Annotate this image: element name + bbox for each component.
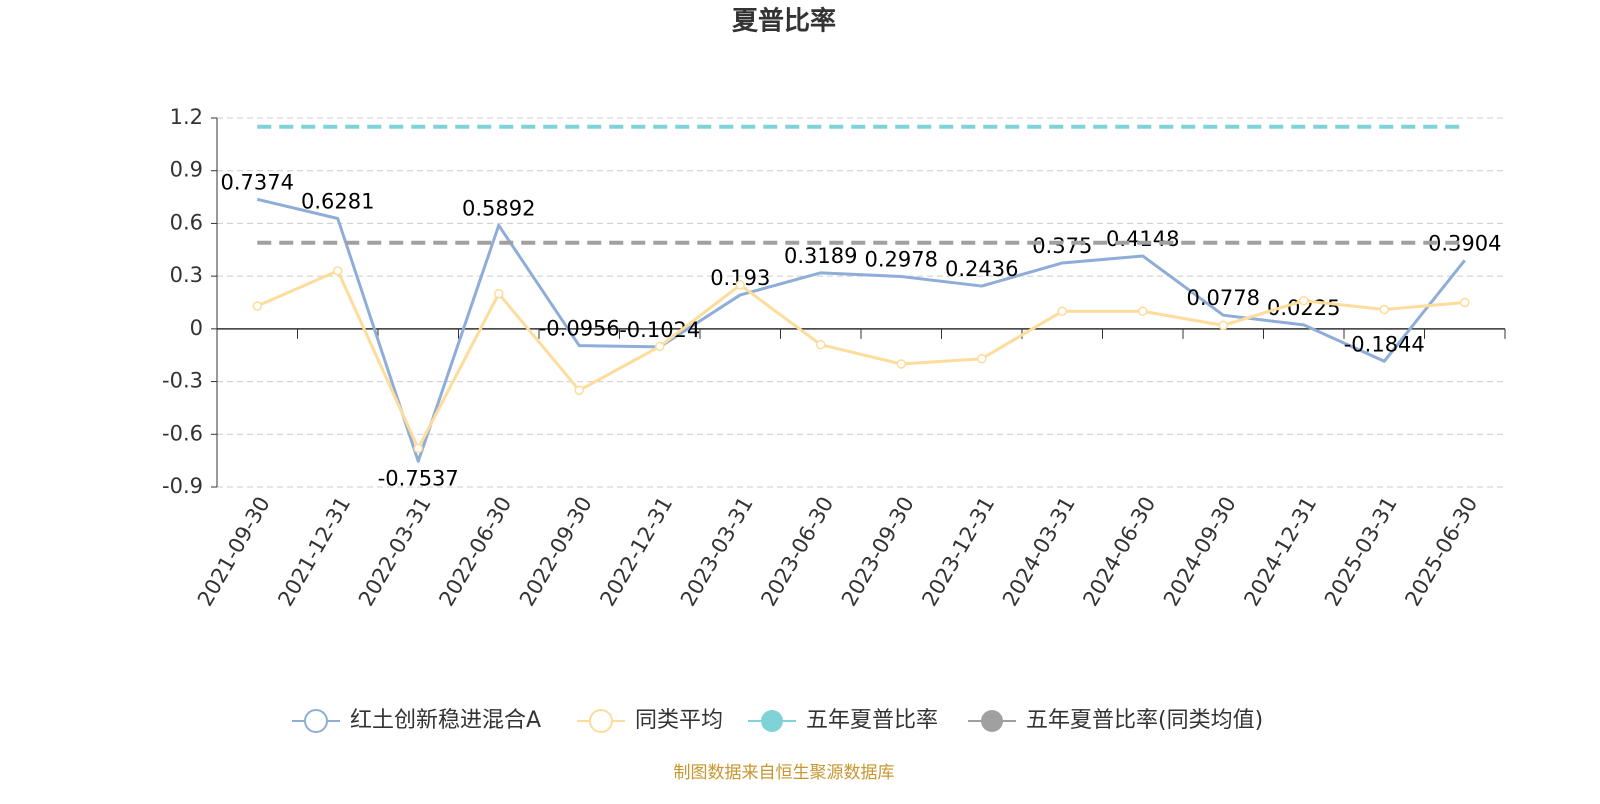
x-tick-label: 2025-03-31 [1320, 493, 1402, 611]
x-tick-label: 2021-12-31 [273, 493, 355, 611]
point [816, 339, 826, 350]
legend-label: 五年夏普比率(同类均值) [1026, 708, 1263, 733]
point [494, 288, 504, 299]
data-label: 0.375 [1032, 234, 1092, 258]
point [1379, 304, 1389, 315]
data-label: -0.7537 [378, 466, 459, 490]
x-tick-label: 2022-12-31 [595, 493, 677, 611]
data-label: 0.3904 [1428, 231, 1501, 255]
y-tick-label: 1.2 [170, 105, 203, 129]
data-label: 0.2436 [945, 257, 1018, 281]
point [1138, 306, 1148, 317]
y-tick-label: 0.3 [170, 263, 203, 287]
point [413, 443, 423, 454]
y-tick-label: 0.6 [170, 210, 203, 234]
series-line [256, 197, 1466, 463]
data-label: 0.0778 [1187, 286, 1260, 310]
x-tick-label: 2024-06-30 [1078, 493, 1160, 611]
data-label: 0.7374 [221, 170, 294, 194]
x-tick-label: 2025-06-30 [1400, 493, 1482, 611]
legend-symbol [304, 709, 328, 733]
x-tick-label: 2021-09-30 [193, 493, 275, 611]
legend-symbol [589, 709, 613, 733]
data-label: 0.3189 [784, 244, 857, 268]
data-label: 0.4148 [1106, 227, 1179, 251]
point [1299, 295, 1309, 306]
chart-title: 夏普比率 [732, 6, 836, 37]
legend-label: 红土创新稳进混合A [350, 708, 541, 733]
point [655, 341, 665, 352]
data-label: 0.2978 [865, 248, 938, 272]
x-tick-label: 2023-12-31 [917, 493, 999, 611]
data-label: 0.5892 [462, 196, 535, 220]
x-tick-label: 2024-12-31 [1239, 493, 1321, 611]
x-tick-label: 2022-03-31 [354, 493, 436, 611]
data-label: -0.0956 [539, 317, 620, 341]
x-tick-label: 2023-06-30 [756, 493, 838, 611]
series-line [256, 269, 1465, 450]
point [1218, 320, 1228, 331]
legend-label: 同类平均 [635, 708, 723, 733]
y-tick-label: 0.9 [170, 158, 203, 182]
point [1460, 297, 1470, 308]
point [252, 301, 262, 311]
y-tick-label: 0 [190, 316, 203, 340]
point [896, 359, 906, 369]
point [1057, 306, 1067, 317]
point [977, 353, 987, 364]
data-label: -0.1024 [619, 318, 700, 342]
legend-symbol [761, 710, 783, 732]
legend-label: 五年夏普比率 [806, 708, 938, 733]
data-label: -0.1844 [1344, 332, 1425, 356]
point [333, 266, 343, 276]
data-label: 0.6281 [301, 189, 374, 213]
y-tick-label: -0.6 [162, 421, 203, 445]
x-tick-label: 2024-03-31 [998, 493, 1080, 611]
point [574, 385, 584, 396]
legend-symbol [981, 710, 1003, 732]
x-tick-label: 2023-03-31 [676, 493, 758, 611]
point [735, 280, 745, 290]
x-tick-label: 2024-09-30 [1159, 493, 1241, 611]
source-note: 制图数据来自恒生聚源数据库 [674, 763, 895, 783]
x-tick-label: 2022-06-30 [434, 493, 516, 611]
y-tick-label: -0.3 [162, 369, 203, 393]
x-tick-label: 2022-09-30 [515, 493, 597, 611]
x-tick-label: 2023-09-30 [837, 493, 919, 611]
y-tick-label: -0.9 [162, 474, 203, 498]
